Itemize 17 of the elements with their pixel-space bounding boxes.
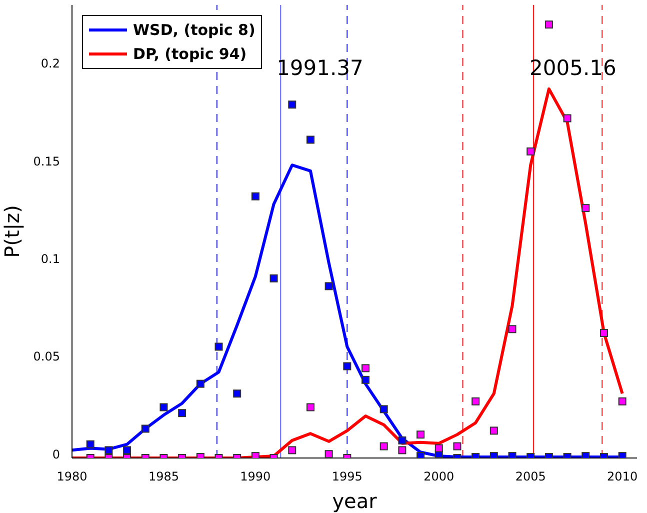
y-tick-label: 0.05	[33, 350, 60, 364]
x-tick-label: 1980	[56, 470, 88, 484]
x-tick-label: 2000	[424, 470, 454, 484]
y-axis-title: P(t|z)	[0, 205, 24, 258]
legend-label: WSD, (topic 8)	[133, 20, 256, 41]
x-tick-label: 1990	[240, 470, 271, 484]
y-tick-label: 0.15	[33, 154, 60, 168]
y-tick-label: 0	[52, 447, 60, 462]
y-tick-label: 0.1	[40, 252, 60, 266]
ref-line-label: 1991.37	[276, 56, 364, 80]
x-tick-label: 1995	[332, 470, 362, 484]
x-axis-title: year	[332, 489, 378, 513]
x-tick-label: 1985	[148, 470, 179, 484]
x-tick-label: 2005	[515, 470, 546, 484]
x-tick-label: 2010	[607, 470, 638, 484]
y-tick-label: 0.2	[40, 56, 60, 71]
legend-label: DP, (topic 94)	[133, 44, 247, 65]
